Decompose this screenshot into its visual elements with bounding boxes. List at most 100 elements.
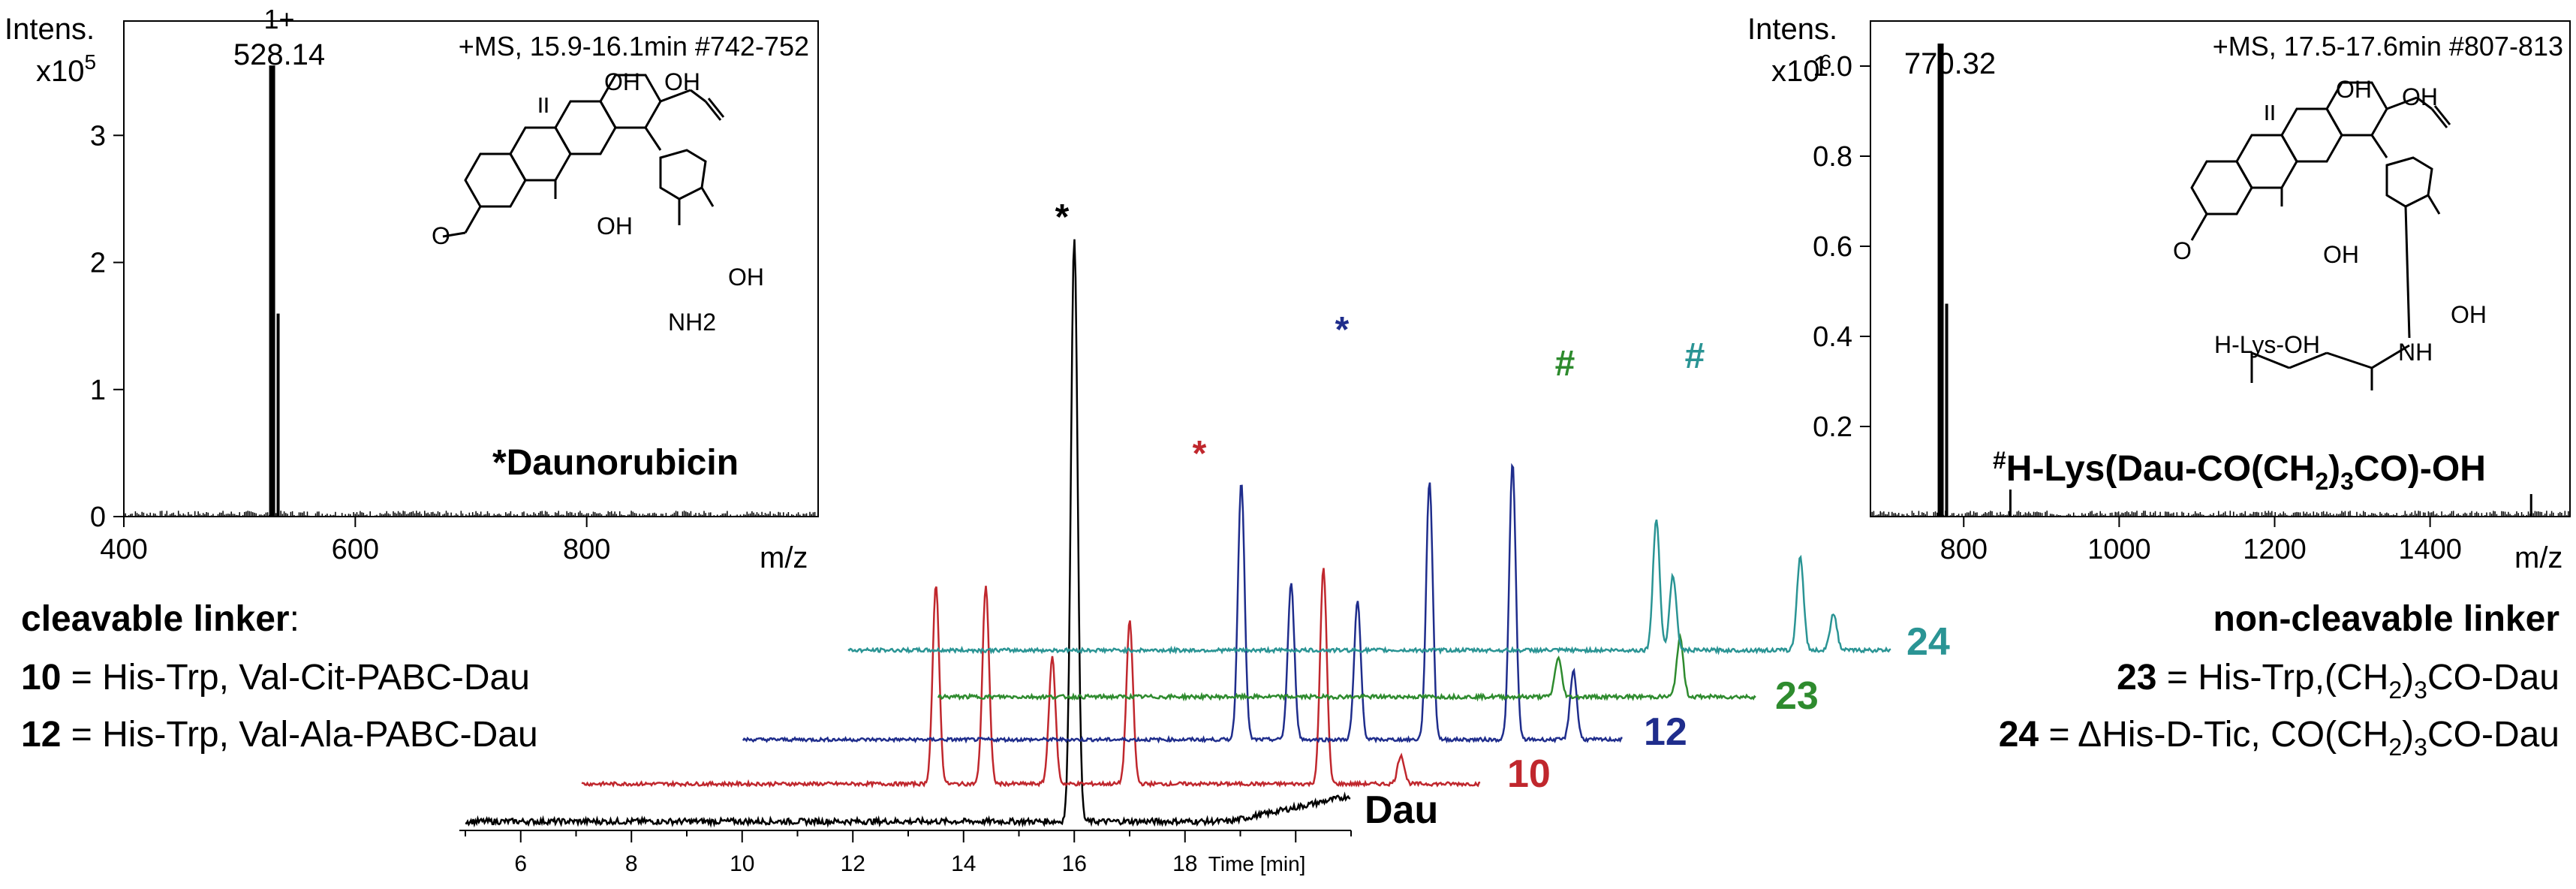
ms-left-header: +MS, 15.9-16.1min #742-752 [459, 31, 809, 62]
ms-right-y-multiplier: x106 [1771, 50, 1831, 88]
ms-left-y-tick-label: 0 [90, 502, 106, 533]
chrom-series-label-23: 23 [1775, 674, 1819, 718]
chrom-series-label-24: 24 [1906, 620, 1950, 664]
ms-right-compound-sub-3: 3 [2340, 468, 2354, 495]
ms-left-compound-mark: * [492, 443, 507, 483]
ms-right-y-tick-label: 0.8 [1813, 141, 1852, 173]
ms-right-axes: 800 1000 1200 1400 0.2 0.4 0.6 0.8 1.0 [1813, 51, 2462, 565]
chrom-x-tick-label: 14 [951, 851, 976, 876]
legend-left-entry-10-id: 10 [21, 658, 61, 698]
chrom-peak-marker: # [1685, 336, 1705, 376]
daunorubicin-structure-labels: OH OH OH OH NH2 O [432, 68, 764, 336]
legend-left-entry-12-text: = His-Trp, Val-Ala-PABC-Dau [61, 715, 537, 755]
conjugate-structure-labels: OH OH OH OH NH O H-Lys-OH [2173, 76, 2487, 366]
dau-oh-2: OH [664, 68, 700, 95]
legend-right-entry-24: 24 = ΔHis-D-Tic, CO(CH2)3CO-Dau [1999, 715, 2559, 761]
ms-left-compound-name: Daunorubicin [507, 443, 739, 483]
ms-right-header: +MS, 17.5-17.6min #807-813 [2213, 31, 2563, 62]
ms-right-compound-part-2: ) [2328, 449, 2340, 489]
chrom-trace-24 [847, 519, 1891, 655]
ms-right-y-tick-label: 0.2 [1813, 411, 1852, 443]
ms-right-compound-part-4: CO)-OH [2354, 449, 2486, 489]
ms-right-compound-part-0: H-Lys(Dau-CO(CH [2006, 449, 2316, 489]
chromatogram-markers: * * * # # [1055, 197, 1705, 474]
conj-h-lys-oh: H-Lys-OH [2214, 331, 2320, 358]
ms-left-panel: Intens. x105 +MS, 15.9-16.1min #742-752 … [5, 4, 819, 574]
ms-right-x-tick-label: 800 [1940, 534, 1988, 565]
ms-left-y-label: Intens. [5, 13, 95, 46]
chrom-peak-marker: * [1193, 434, 1207, 474]
ms-left-y-tick-label: 2 [90, 248, 106, 279]
legend-right: non-cleavable linker 23 = His-Trp,(CH2)3… [1999, 599, 2559, 761]
legend-left-heading-suffix: : [290, 599, 299, 639]
ms-right-y-multiplier-base: x10 [1771, 55, 1820, 88]
ms-right-y-tick-label: 0.4 [1813, 321, 1852, 353]
ms-left-y-exponent: 5 [85, 50, 97, 74]
conj-nh: NH [2398, 339, 2433, 366]
conj-oh-1: OH [2336, 76, 2372, 103]
ms-left-frame [123, 20, 819, 517]
ms-right-y-label: Intens. [1747, 13, 1837, 46]
ms-left-baseline-noise [123, 511, 817, 517]
legend-right-entry-24-p0: = ΔHis-D-Tic, CO(CH [2039, 715, 2388, 755]
conj-oh-4: OH [2451, 301, 2487, 328]
chrom-series-label-10: 10 [1507, 752, 1551, 796]
chrom-x-tick-label: 10 [730, 851, 754, 876]
legend-left-entry-12: 12 = His-Trp, Val-Ala-PABC-Dau [21, 715, 538, 755]
dau-o: O [432, 222, 450, 249]
ms-right-compound-mark: # [1993, 447, 2006, 474]
legend-right-entry-24-p3: 3 [2414, 734, 2427, 761]
ms-left-peak-label: 528.14 [233, 38, 325, 71]
ms-right-panel: Intens. x106 +MS, 17.5-17.6min #807-813 … [1747, 13, 2571, 574]
dau-oh-4: OH [728, 264, 764, 291]
ms-right-baseline-noise [1870, 511, 2571, 517]
legend-right-entry-24-p2: ) [2402, 715, 2414, 755]
chrom-trace-23 [937, 632, 1756, 702]
ms-right-peak-group [1937, 44, 2532, 517]
legend-right-entry-24-p1: 2 [2388, 734, 2402, 761]
ms-left-peak-charge: 1+ [263, 4, 294, 35]
chrom-x-label: Time [min] [1208, 852, 1306, 875]
chrom-trace-12 [742, 463, 1623, 744]
chromatogram-traces [465, 239, 1891, 828]
chrom-x-tick-label: 6 [514, 851, 527, 876]
legend-left-heading-text: cleavable linker [21, 599, 290, 639]
legend-right-entry-23-p1: 2 [2388, 677, 2402, 704]
dau-oh-3: OH [597, 212, 633, 240]
ms-right-y-tick-label: 0.6 [1813, 231, 1852, 263]
ms-left-noise [123, 511, 817, 517]
legend-right-entry-24-id: 24 [1999, 715, 2039, 755]
ms-right-compound: #H-Lys(Dau-CO(CH2)3CO)-OH [1993, 447, 2486, 495]
ms-left-x-tick-label: 600 [332, 534, 379, 565]
legend-left-heading: cleavable linker: [21, 599, 299, 639]
chrom-x-tick-label: 8 [625, 851, 638, 876]
legend-right-entry-23-p2: ) [2402, 658, 2414, 698]
ms-left-y-multiplier: x105 [36, 50, 96, 88]
ms-right-x-label: m/z [2514, 541, 2562, 574]
conj-oh-3: OH [2323, 241, 2359, 268]
ms-right-x-tick-label: 1200 [2243, 534, 2307, 565]
legend-right-entry-23-p3: 3 [2414, 677, 2427, 704]
legend-right-entry-23-p0: = His-Trp,(CH [2156, 658, 2388, 698]
dau-oh-1: OH [604, 68, 640, 95]
chromatogram: Dau 10 12 23 24 * * * # # 6 8 10 12 14 16 18 Time [min] [459, 197, 1950, 876]
ms-right-x-tick-label: 1400 [2398, 534, 2462, 565]
ms-right-frame [1870, 20, 2571, 517]
ms-right-y-exponent: 6 [1820, 50, 1832, 74]
chrom-peak-marker: * [1335, 310, 1350, 350]
legend-right-entry-24-p4: CO-Dau [2427, 715, 2559, 755]
ms-left-y-tick-label: 3 [90, 120, 106, 152]
ms-left-axes: 400 600 800 0 1 2 3 [90, 120, 611, 565]
chrom-series-label-Dau: Dau [1365, 788, 1438, 832]
conjugate-structure [2190, 81, 2451, 390]
ms-left-x-tick-label: 800 [563, 534, 610, 565]
legend-right-heading: non-cleavable linker [2213, 599, 2559, 639]
ms-left-x-tick-label: 400 [100, 534, 147, 565]
chrom-x-tick-label: 12 [841, 851, 865, 876]
legend-left: cleavable linker: 10 = His-Trp, Val-Cit-… [21, 599, 538, 755]
ms-left-y-tick-label: 1 [90, 375, 106, 406]
legend-right-entry-23: 23 = His-Trp,(CH2)3CO-Dau [2117, 658, 2559, 704]
legend-right-entry-23-p4: CO-Dau [2427, 658, 2559, 698]
chrom-x-tick-label: 18 [1172, 851, 1197, 876]
